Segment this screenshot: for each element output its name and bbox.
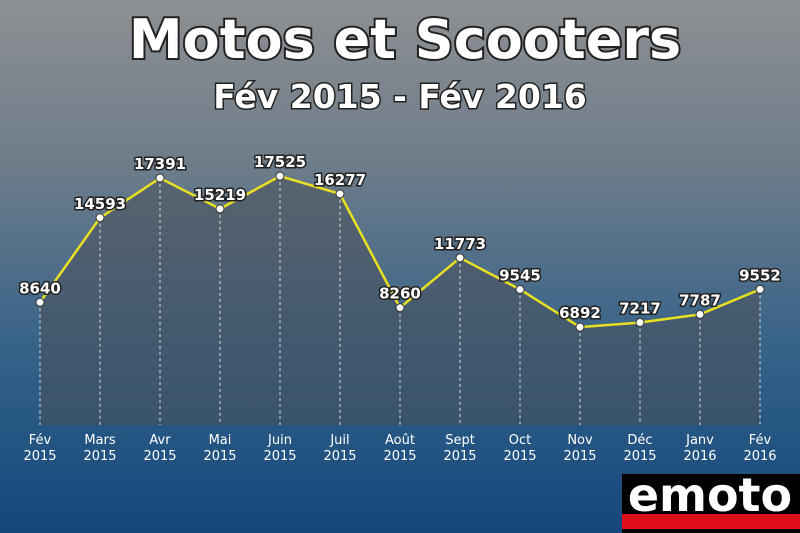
marker bbox=[695, 309, 705, 319]
marker bbox=[275, 171, 285, 181]
marker bbox=[755, 284, 765, 294]
x-tick-label: Fév 2016 bbox=[743, 433, 777, 464]
marker bbox=[335, 189, 345, 199]
logo-stripe bbox=[622, 514, 800, 529]
x-tick-label: Août 2015 bbox=[383, 433, 417, 464]
logo-text: emoto bbox=[628, 468, 792, 522]
x-tick-label: Fév 2015 bbox=[23, 433, 57, 464]
x-tick-label: Janv 2016 bbox=[683, 433, 717, 464]
marker bbox=[575, 322, 585, 332]
chart-title: Motos et Scooters bbox=[129, 8, 681, 71]
logo: emoto bbox=[622, 468, 800, 533]
marker bbox=[515, 284, 525, 294]
marker bbox=[215, 204, 225, 214]
value-label: 17525 bbox=[254, 153, 306, 171]
marker bbox=[395, 303, 405, 313]
value-label: 17391 bbox=[134, 155, 186, 173]
marker bbox=[455, 253, 465, 263]
x-tick-label: Nov 2015 bbox=[563, 433, 597, 464]
value-label: 8640 bbox=[19, 279, 61, 297]
x-tick-label: Mai 2015 bbox=[203, 433, 237, 464]
plot: 8640 14593 17391 15219 17525 16277 8260 11773 95… bbox=[18, 152, 782, 425]
x-tick-label: Oct 2015 bbox=[503, 433, 537, 464]
area bbox=[40, 176, 760, 425]
x-tick-label: Mars 2015 bbox=[83, 433, 117, 464]
value-label: 11773 bbox=[434, 235, 486, 253]
x-tick-label: Avr 2015 bbox=[143, 433, 177, 464]
value-label: 9552 bbox=[739, 266, 781, 284]
chart-subtitle: Fév 2015 - Fév 2016 bbox=[213, 77, 587, 116]
value-label: 14593 bbox=[74, 195, 126, 213]
x-tick-label: Déc 2015 bbox=[623, 433, 657, 464]
value-label: 16277 bbox=[314, 171, 366, 189]
marker bbox=[95, 213, 105, 223]
value-label: 7217 bbox=[619, 300, 661, 318]
marker bbox=[35, 297, 45, 307]
value-label: 9545 bbox=[499, 266, 541, 284]
value-label: 8260 bbox=[379, 285, 421, 303]
marker bbox=[155, 173, 165, 183]
x-tick-label: Juin 2015 bbox=[263, 433, 297, 464]
x-tick-label: Sept 2015 bbox=[443, 433, 477, 464]
value-label: 7787 bbox=[679, 291, 721, 309]
x-tick-label: Juil 2015 bbox=[323, 433, 357, 464]
marker bbox=[635, 318, 645, 328]
value-label: 15219 bbox=[194, 186, 246, 204]
value-label: 6892 bbox=[559, 304, 601, 322]
